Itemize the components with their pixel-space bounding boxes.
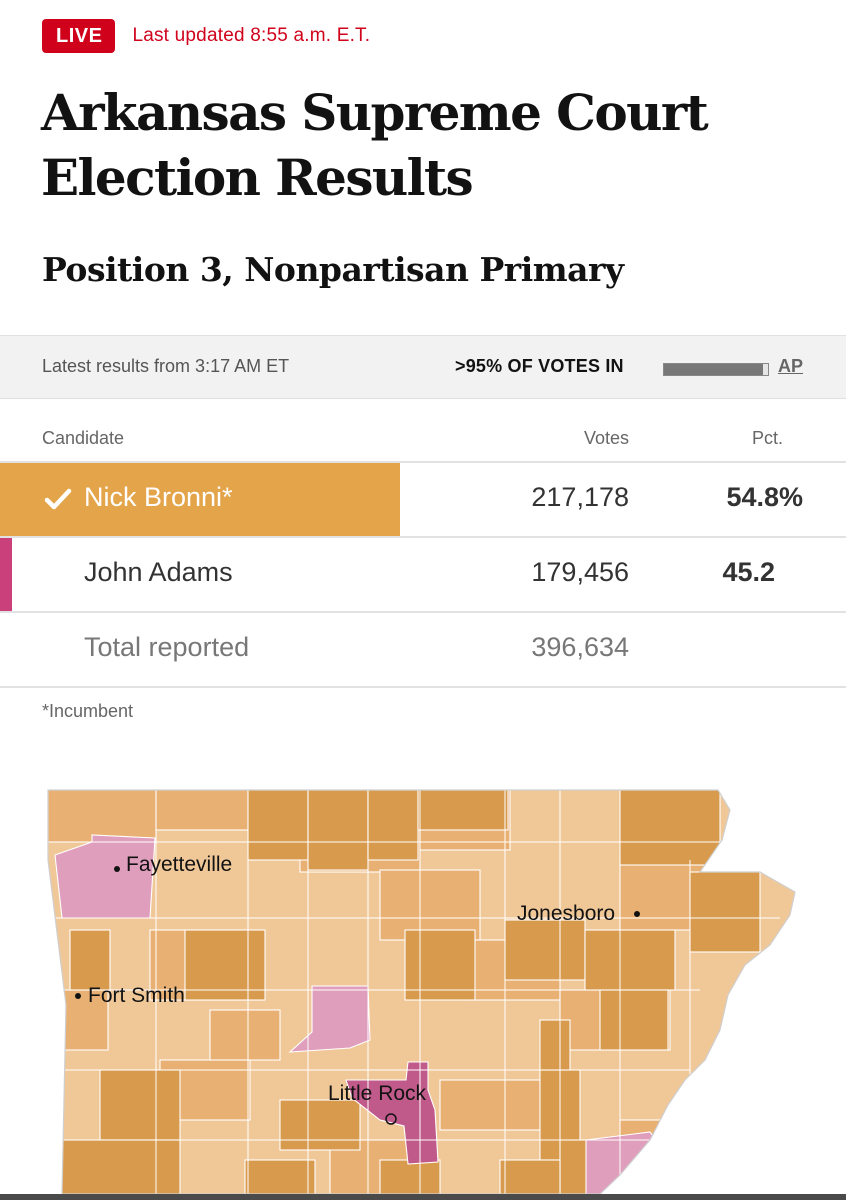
incumbent-footnote: *Incumbent bbox=[42, 701, 134, 721]
candidate-pct: 54.8% bbox=[726, 482, 803, 512]
latest-results-time: Latest results from 3:17 AM ET bbox=[42, 356, 290, 376]
last-updated: Last updated 8:55 a.m. E.T. bbox=[132, 25, 371, 46]
live-header: LIVE Last updated 8:55 a.m. E.T. bbox=[42, 19, 370, 53]
title-line-2: Election Results bbox=[41, 148, 474, 207]
city-label: Jonesboro bbox=[517, 902, 615, 925]
ap-source-link[interactable]: AP bbox=[778, 356, 804, 376]
county-results-map: Fayetteville Jonesboro Fort Smith Little… bbox=[47, 789, 796, 1195]
total-votes: 396,634 bbox=[531, 632, 629, 662]
city-dot-icon bbox=[75, 993, 81, 999]
page-title: Arkansas Supreme Court Election Results bbox=[41, 80, 841, 210]
results-status-bar: Latest results from 3:17 AM ET >95% OF V… bbox=[0, 335, 846, 399]
winner-highlight bbox=[0, 463, 400, 536]
candidate-votes: 217,178 bbox=[531, 482, 629, 512]
counties-adams-dark bbox=[345, 1061, 439, 1165]
capital-marker-icon bbox=[385, 1113, 397, 1125]
column-header-candidate: Candidate bbox=[42, 428, 125, 448]
city-label: Little Rock bbox=[328, 1082, 427, 1105]
divider bbox=[0, 536, 846, 538]
column-header-pct: Pct. bbox=[751, 428, 783, 448]
candidate-color-marker bbox=[0, 538, 12, 611]
divider bbox=[0, 686, 846, 688]
city-little-rock: Little Rock bbox=[328, 1082, 427, 1125]
candidate-name: Nick Bronni* bbox=[84, 482, 233, 512]
candidate-pct: 45.2 bbox=[722, 557, 775, 587]
candidate-name: John Adams bbox=[84, 557, 233, 587]
city-fayetteville: Fayetteville bbox=[114, 853, 232, 876]
city-label: Fort Smith bbox=[88, 984, 185, 1007]
race-subtitle: Position 3, Nonpartisan Primary bbox=[42, 250, 624, 289]
city-dot-icon bbox=[634, 911, 640, 917]
county-boundaries bbox=[48, 790, 780, 1194]
candidate-row: John Adams 179,456 45.2 bbox=[0, 538, 846, 611]
divider bbox=[0, 461, 846, 463]
title-line-1: Arkansas Supreme Court bbox=[41, 83, 709, 142]
total-label: Total reported bbox=[84, 632, 250, 662]
candidate-row-winner: Nick Bronni* 217,178 54.8% bbox=[0, 463, 846, 536]
column-header-votes: Votes bbox=[583, 428, 629, 448]
city-label: Fayetteville bbox=[126, 853, 232, 876]
votes-in-progress-fill bbox=[664, 364, 763, 375]
counties-dark bbox=[59, 790, 761, 1194]
city-jonesboro: Jonesboro bbox=[517, 902, 640, 925]
city-fort-smith: Fort Smith bbox=[75, 984, 185, 1007]
votes-in-label: >95% OF VOTES IN bbox=[455, 356, 624, 376]
live-badge: LIVE bbox=[42, 19, 116, 53]
city-dot-icon bbox=[114, 866, 120, 872]
bottom-divider bbox=[0, 1194, 846, 1200]
total-row: Total reported 396,634 bbox=[0, 613, 846, 686]
votes-in-progress-bar bbox=[663, 363, 769, 376]
divider bbox=[0, 611, 846, 613]
check-icon bbox=[44, 488, 72, 510]
candidate-votes: 179,456 bbox=[531, 557, 629, 587]
